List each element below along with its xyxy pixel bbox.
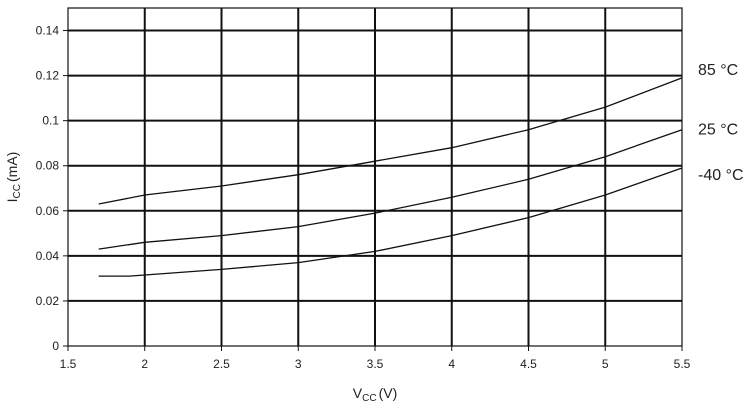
series-line	[98, 167, 683, 277]
series-label: -40 °C	[698, 167, 744, 184]
x-tick-label: 2	[141, 357, 148, 371]
y-tick-label: 0.06	[36, 204, 60, 218]
y-tick-label: 0.04	[36, 249, 60, 263]
x-tick-label: 2.5	[213, 357, 230, 371]
series-labels: 85 °C 25 °C -40 °C	[698, 62, 744, 184]
grid	[68, 8, 682, 346]
x-tick-label: 3.5	[367, 357, 384, 371]
x-tick-label: 4	[448, 357, 455, 371]
y-tick-label: 0.02	[36, 294, 60, 308]
y-tick-label: 0.14	[36, 24, 60, 38]
x-tick-label: 4.5	[520, 357, 537, 371]
x-tick-label: 5.5	[674, 357, 691, 371]
series-line	[98, 77, 683, 205]
y-tick-labels: 0 0.02 0.04 0.06 0.08 0.1 0.12 0.14	[36, 24, 68, 353]
series-label: 85 °C	[698, 62, 738, 79]
x-tick-labels: 1.5 2 2.5 3 3.5 4 4.5 5 5.5	[60, 346, 691, 371]
x-tick-label: 5	[602, 357, 609, 371]
x-tick-label: 3	[295, 357, 302, 371]
y-axis-label: ICC(mA)	[4, 152, 23, 203]
y-tick-label: 0.1	[42, 114, 59, 128]
x-axis-label: VCC (V)	[353, 385, 397, 404]
x-tick-label: 1.5	[60, 357, 77, 371]
series-lines	[98, 77, 683, 277]
y-tick-label: 0.08	[36, 159, 60, 173]
series-line	[98, 129, 683, 250]
y-tick-label: 0	[52, 339, 59, 353]
series-label: 25 °C	[698, 122, 738, 139]
y-tick-label: 0.12	[36, 69, 60, 83]
